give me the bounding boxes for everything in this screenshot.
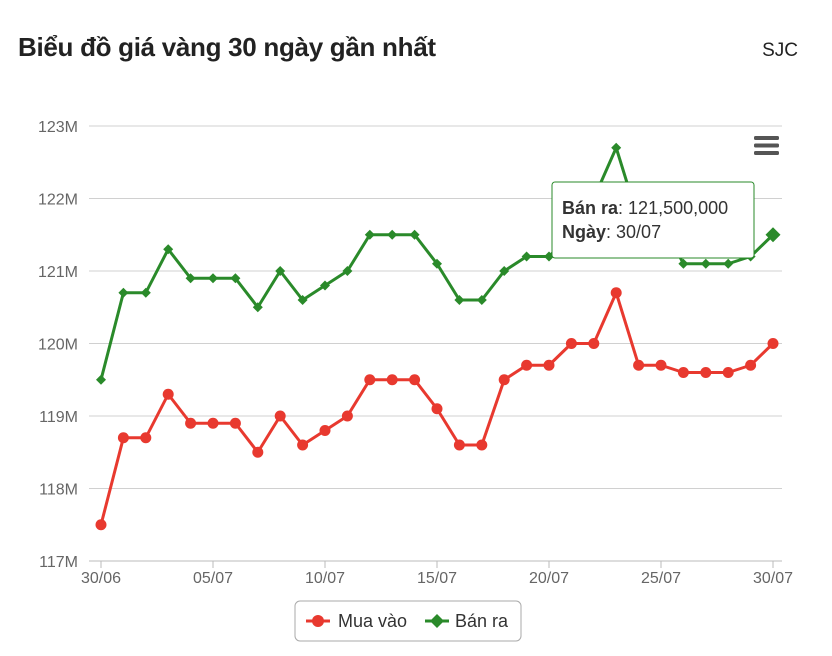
tooltip-date-label: Ngày	[562, 222, 606, 242]
data-point-buy	[140, 432, 152, 444]
data-point-sell	[163, 244, 174, 255]
data-point-sell	[387, 229, 398, 240]
x-tick-label: 25/07	[641, 570, 681, 587]
y-tick-label: 120M	[38, 337, 78, 354]
data-point-sell	[611, 142, 622, 153]
data-point-buy	[185, 417, 197, 429]
data-point-sell	[275, 266, 286, 276]
data-point-buy	[610, 287, 622, 299]
data-point-sell	[364, 229, 375, 240]
x-tick-label: 20/07	[529, 570, 569, 587]
data-point-buy	[229, 417, 241, 429]
data-point-buy	[700, 367, 712, 378]
data-point-buy	[252, 446, 264, 458]
tooltip-series-label: Bán ra	[562, 198, 619, 218]
data-point-sell	[454, 295, 465, 305]
data-point-buy	[409, 374, 421, 386]
data-point-sell	[297, 295, 308, 305]
data-point-buy	[95, 519, 107, 531]
data-point-buy	[364, 374, 376, 386]
data-point-buy	[565, 338, 577, 349]
data-point-sell	[700, 258, 711, 269]
svg-text:Ngày: 30/07: Ngày: 30/07	[562, 222, 661, 242]
brand-label: SJC	[762, 40, 798, 61]
data-point-buy	[655, 359, 667, 371]
data-point-sell	[521, 251, 532, 262]
tooltip-date-value: 30/07	[616, 222, 661, 242]
data-point-buy	[207, 417, 219, 429]
data-point-buy	[319, 425, 331, 436]
data-point-buy	[274, 410, 286, 422]
data-point-sell	[678, 258, 689, 269]
data-point-buy	[341, 410, 353, 422]
y-axis: 117M 118M 119M 120M 121M 122M 123M	[38, 119, 78, 571]
chart-title: Biểu đồ giá vàng 30 ngày gần nhất	[18, 32, 436, 62]
legend: Mua vào Bán ra	[294, 600, 522, 642]
data-point-buy	[767, 338, 779, 349]
data-point-sell	[140, 287, 151, 298]
y-tick-label: 121M	[38, 264, 78, 281]
data-point-buy	[117, 432, 129, 444]
data-point-sell	[230, 273, 241, 284]
legend-item-buy[interactable]: Mua vào	[306, 611, 407, 631]
data-point-buy	[677, 367, 689, 378]
x-axis: 30/06 05/07 10/07 15/07 20/07 25/07 30/07	[81, 561, 793, 587]
data-point-buy	[453, 439, 465, 451]
y-tick-label: 123M	[38, 119, 78, 136]
legend-buy-label: Mua vào	[338, 611, 407, 631]
menu-icon[interactable]	[748, 130, 784, 160]
y-tick-label: 122M	[38, 192, 78, 209]
tooltip: Bán ra: 121,500,000 Ngày: 30/07	[551, 181, 755, 259]
grid-lines	[89, 125, 782, 562]
data-point-buy	[498, 374, 510, 386]
data-point-buy	[431, 403, 443, 415]
data-point-buy	[633, 359, 645, 371]
svg-text:Bán ra: 121,500,000: Bán ra: 121,500,000	[562, 198, 728, 218]
data-point-sell	[499, 266, 510, 276]
data-point-sell	[118, 287, 129, 298]
y-tick-label: 119M	[39, 409, 78, 426]
legend-item-sell[interactable]: Bán ra	[425, 611, 509, 631]
x-tick-label: 15/07	[417, 570, 457, 587]
data-point-sell	[409, 229, 420, 240]
y-tick-label: 117M	[39, 554, 78, 571]
legend-sell-marker	[430, 614, 444, 628]
data-point-buy	[162, 388, 174, 400]
data-point-sell	[252, 302, 263, 313]
data-point-sell	[320, 280, 330, 291]
data-point-sell	[208, 273, 218, 284]
data-point-buy	[543, 359, 555, 371]
data-point-buy	[722, 367, 734, 378]
data-point-sell	[342, 266, 353, 276]
series-sell	[96, 142, 781, 385]
legend-sell-label: Bán ra	[455, 611, 509, 631]
x-tick-label: 30/07	[753, 570, 793, 587]
data-point-sell	[723, 258, 734, 269]
data-point-buy	[588, 338, 600, 349]
data-point-buy	[297, 439, 309, 451]
data-point-buy	[386, 374, 398, 386]
x-tick-label: 05/07	[193, 570, 233, 587]
x-tick-label: 30/06	[81, 570, 121, 587]
data-point-sell	[476, 295, 487, 305]
data-point-sell-highlighted	[765, 227, 781, 243]
data-point-buy	[521, 359, 533, 371]
data-point-sell	[432, 258, 442, 269]
data-point-sell	[96, 374, 106, 385]
tooltip-box	[551, 181, 755, 259]
data-point-buy	[476, 439, 488, 451]
legend-buy-marker	[312, 615, 324, 627]
tooltip-series-value: 121,500,000	[628, 198, 728, 218]
data-point-buy	[745, 359, 757, 371]
legend-box	[294, 600, 522, 642]
y-tick-label: 118M	[39, 482, 78, 499]
x-tick-label: 10/07	[305, 570, 345, 587]
data-point-sell	[185, 273, 196, 284]
series-buy	[95, 287, 779, 531]
